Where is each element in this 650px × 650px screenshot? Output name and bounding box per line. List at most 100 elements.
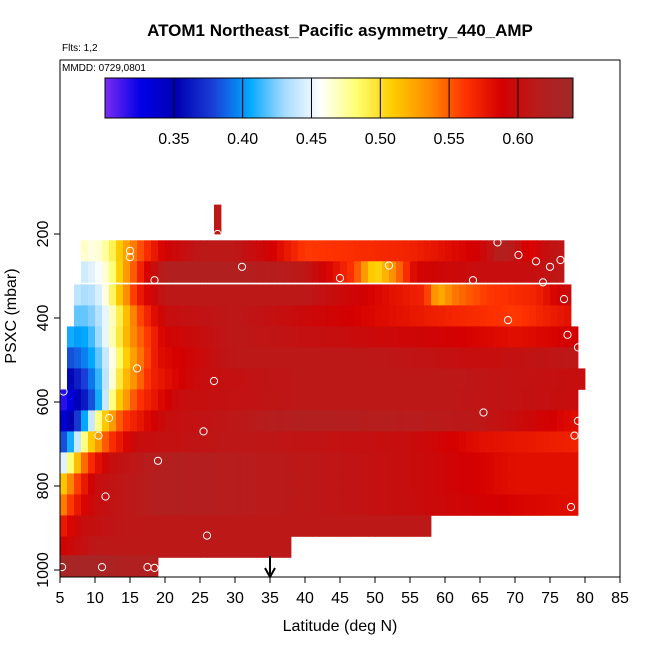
heatmap-cell <box>270 389 278 411</box>
heatmap-cell <box>487 284 495 306</box>
heatmap-cell <box>130 389 138 411</box>
heatmap-cell <box>109 326 117 348</box>
heatmap-cell <box>494 368 502 390</box>
observation-point <box>573 416 583 425</box>
heatmap-cell <box>270 473 278 495</box>
heatmap-cell <box>557 473 565 495</box>
heatmap-cell <box>333 368 341 390</box>
heatmap-cell <box>466 368 474 390</box>
heatmap-cell <box>249 261 257 283</box>
heatmap-cell <box>333 326 341 348</box>
heatmap-cell <box>445 494 453 516</box>
heatmap-cell <box>424 431 432 453</box>
heatmap-cell <box>480 431 488 453</box>
heatmap-cell <box>151 555 159 577</box>
heatmap-cell <box>354 494 362 516</box>
heatmap-cell <box>200 410 208 432</box>
heatmap-cell <box>424 284 432 306</box>
heatmap-cell <box>417 261 425 283</box>
heatmap-cell <box>284 326 292 348</box>
heatmap-cell <box>151 261 159 283</box>
heatmap-cell <box>186 261 194 283</box>
heatmap-cell <box>368 515 376 537</box>
heatmap-cell <box>312 389 320 411</box>
heatmap-cell <box>95 431 103 453</box>
heatmap-cell <box>137 284 145 306</box>
heatmap-cell <box>298 452 306 474</box>
heatmap-cell <box>221 431 229 453</box>
heatmap-cell <box>277 284 285 306</box>
heatmap-cell <box>200 494 208 516</box>
heatmap-cell <box>347 389 355 411</box>
observation-point <box>531 257 541 266</box>
heatmap-cell <box>522 326 530 348</box>
heatmap-cell <box>417 347 425 369</box>
heatmap-cell <box>179 494 187 516</box>
heatmap-cell <box>277 240 285 262</box>
heatmap-cell <box>291 494 299 516</box>
heatmap-cell <box>228 368 236 390</box>
observation-point <box>335 274 345 283</box>
heatmap-cell <box>333 389 341 411</box>
heatmap-cell <box>389 305 397 327</box>
heatmap-cell <box>102 494 110 516</box>
heatmap-cell <box>200 473 208 495</box>
heatmap-cell <box>102 368 110 390</box>
heatmap-cell <box>172 284 180 306</box>
heatmap-cell <box>410 240 418 262</box>
heatmap-cell <box>319 452 327 474</box>
heatmap-cell <box>228 240 236 262</box>
heatmap-cell <box>214 240 222 262</box>
heatmap-cell <box>123 452 131 474</box>
heatmap-cell <box>571 368 579 390</box>
heatmap-cell <box>256 515 264 537</box>
heatmap-cell <box>186 494 194 516</box>
heatmap-cell <box>95 368 103 390</box>
heatmap-cell <box>270 410 278 432</box>
heatmap-cell <box>88 347 96 369</box>
heatmap-cell <box>466 347 474 369</box>
heatmap-cell <box>67 536 75 558</box>
heatmap-cell <box>200 305 208 327</box>
heatmap-cell <box>508 494 516 516</box>
heatmap-cell <box>536 410 544 432</box>
heatmap-cell <box>347 261 355 283</box>
heatmap-cell <box>473 347 481 369</box>
heatmap-cell <box>207 389 215 411</box>
heatmap-cell <box>165 305 173 327</box>
heatmap-cell <box>501 452 509 474</box>
heatmap-cell <box>515 452 523 474</box>
heatmap-cell <box>550 368 558 390</box>
heatmap-cell <box>298 389 306 411</box>
heatmap-cell <box>396 494 404 516</box>
heatmap-cell <box>431 368 439 390</box>
heatmap-cell <box>473 473 481 495</box>
heatmap-cell <box>389 515 397 537</box>
heatmap-cell <box>116 431 124 453</box>
heatmap-cell <box>207 410 215 432</box>
heatmap-cell <box>515 261 523 283</box>
heatmap-cell <box>501 494 509 516</box>
heatmap-cell <box>410 326 418 348</box>
heatmap-cell <box>67 410 75 432</box>
heatmap-cell <box>354 515 362 537</box>
heatmap-cell <box>165 240 173 262</box>
heatmap-cell <box>487 240 495 262</box>
arrow-head <box>264 567 276 580</box>
heatmap-cell <box>396 326 404 348</box>
heatmap-cell <box>347 240 355 262</box>
heatmap-cell <box>382 452 390 474</box>
heatmap-cell <box>74 515 82 537</box>
heatmap-cell <box>172 431 180 453</box>
heatmap-cell <box>445 284 453 306</box>
heatmap-cell <box>389 410 397 432</box>
observation-points <box>58 229 583 573</box>
heatmap-cell <box>81 389 89 411</box>
heatmap-cell <box>452 240 460 262</box>
heatmap-cell <box>403 431 411 453</box>
heatmap-cell <box>550 305 558 327</box>
heatmap-cell <box>354 261 362 283</box>
heatmap-cell <box>389 347 397 369</box>
heatmap-cell <box>214 494 222 516</box>
heatmap-cell <box>158 240 166 262</box>
